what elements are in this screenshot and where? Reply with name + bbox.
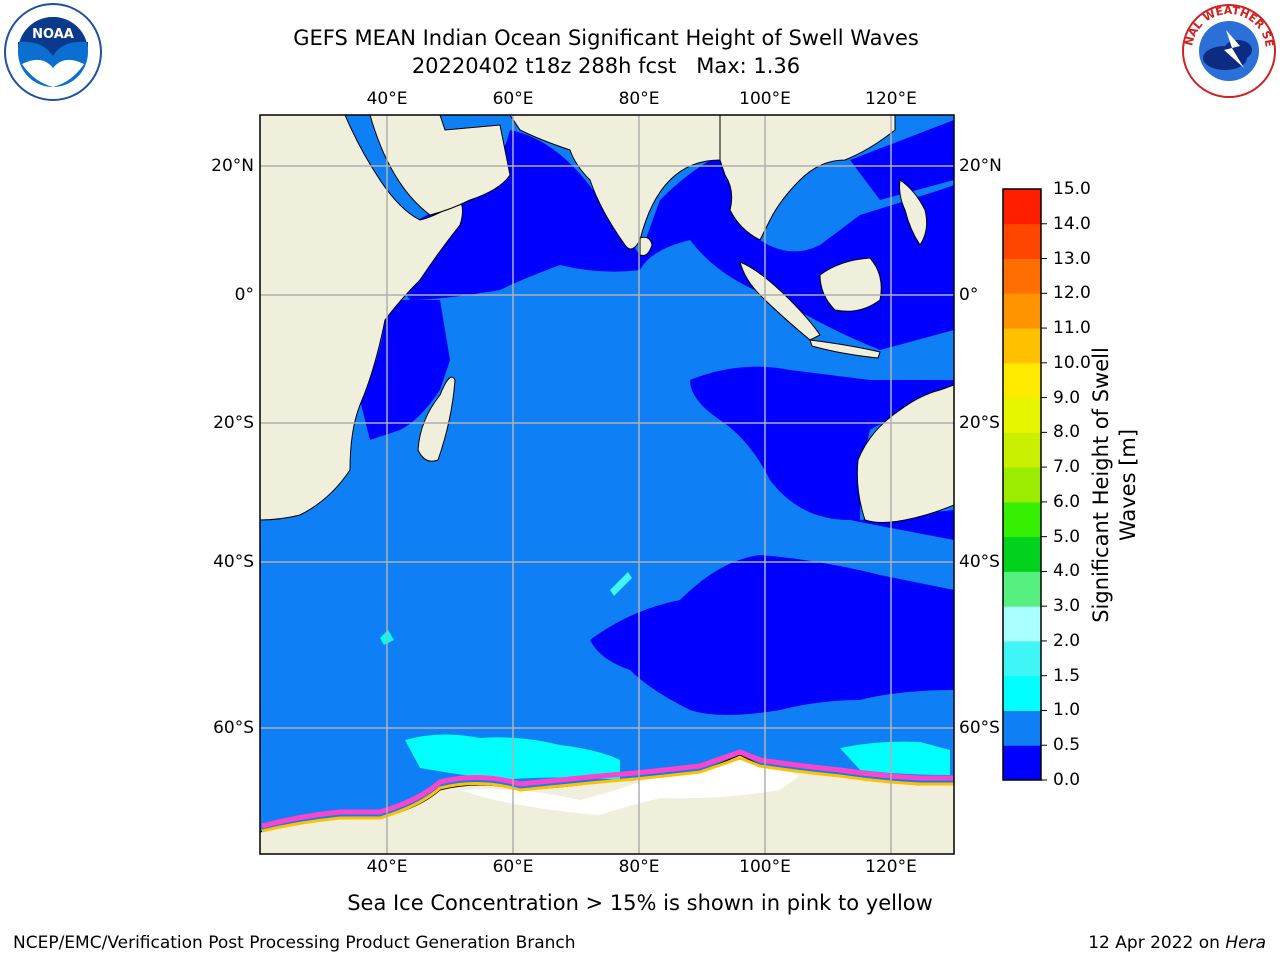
colorbar-segment	[1003, 189, 1041, 225]
colorbar-segment	[1003, 536, 1041, 572]
lon-label-bottom-80e: 80°E	[618, 857, 660, 877]
lat-label-left-0: 0°	[234, 285, 254, 305]
footer-date-text: 12 Apr 2022 on	[1088, 933, 1226, 953]
lat-label-right-20n: 20°N	[959, 156, 1002, 176]
southeast-asia-land	[719, 115, 896, 241]
lat-label-right-40s: 40°S	[959, 552, 1000, 572]
lat-label-left-20s: 20°S	[213, 413, 254, 433]
colorbar-segment	[1003, 501, 1041, 538]
colorbar-frame	[1002, 188, 1042, 781]
colorbar-tick-label: 11.0	[1053, 318, 1091, 339]
colorbar-label-line1: Significant Height of Swell	[1089, 347, 1113, 623]
lon-label-top-100e: 100°E	[739, 89, 791, 109]
colorbar-tick-label: 2.0	[1053, 630, 1081, 651]
national-weather-service-logo-icon: NATIONAL WEATHER SERVICE	[1180, 2, 1276, 98]
colorbar-tick-label: 10.0	[1053, 352, 1091, 373]
colorbar-tick-label: 13.0	[1053, 248, 1091, 269]
colorbar-segment	[1003, 710, 1041, 746]
colorbar-segment	[1003, 745, 1041, 781]
colorbar-tick-label: 5.0	[1053, 526, 1081, 547]
india-land	[509, 115, 721, 250]
lat-label-right-20s: 20°S	[959, 413, 1000, 433]
lon-label-bottom-120e: 120°E	[865, 857, 917, 877]
colorbar-label: Significant Height of Swell Waves [m]	[1088, 347, 1142, 623]
colorbar	[1003, 189, 1047, 781]
colorbar-tick-label: 7.0	[1053, 457, 1081, 478]
lon-label-bottom-40e: 40°E	[366, 857, 408, 877]
map-title: GEFS MEAN Indian Ocean Significant Heigh…	[293, 26, 919, 50]
lat-label-left-60s: 60°S	[213, 718, 254, 738]
footer-host: Hera	[1225, 933, 1266, 953]
map-frame	[259, 114, 955, 855]
colorbar-segment	[1003, 293, 1041, 329]
colorbar-tick-label: 8.0	[1053, 422, 1081, 443]
colorbar-tick-label: 1.0	[1053, 700, 1081, 721]
australia-land	[856, 384, 954, 523]
colorbar-segment	[1003, 223, 1041, 260]
noaa-logo-text: NOAA	[32, 27, 74, 42]
colorbar-tick-label: 14.0	[1053, 213, 1091, 234]
map-subtitle: 20220402 t18z 288h fcst Max: 1.36	[411, 54, 801, 78]
colorbar-tick-label: 9.0	[1053, 387, 1081, 408]
colorbar-segment	[1003, 571, 1041, 607]
colorbar-tick-label: 3.0	[1053, 596, 1081, 617]
africa-land	[260, 115, 463, 521]
lon-label-top-120e: 120°E	[865, 89, 917, 109]
lon-label-top-40e: 40°E	[366, 89, 408, 109]
sea-ice-caption: Sea Ice Concentration > 15% is shown in …	[347, 891, 933, 915]
colorbar-tick-label: 1.5	[1053, 665, 1081, 686]
sea-ice-margin	[261, 749, 954, 829]
colorbar-segment	[1003, 640, 1041, 677]
sea-ice-shelf	[460, 758, 800, 815]
lat-label-left-40s: 40°S	[213, 552, 254, 572]
colorbar-segment	[1003, 397, 1041, 433]
lon-label-top-80e: 80°E	[618, 89, 660, 109]
lon-label-top-60e: 60°E	[492, 89, 534, 109]
lon-label-bottom-100e: 100°E	[739, 857, 791, 877]
colorbar-segment	[1003, 328, 1041, 364]
colorbar-segment	[1003, 432, 1041, 468]
colorbar-segment	[1003, 606, 1041, 642]
footer-branch: NCEP/EMC/Verification Post Processing Pr…	[13, 933, 576, 953]
footer-date: 12 Apr 2022 on Hera	[1088, 933, 1266, 953]
noaa-logo-icon: NOAA	[4, 3, 102, 101]
colorbar-tick-label: 15.0	[1053, 179, 1091, 199]
colorbar-tick-label: 0.0	[1053, 770, 1081, 790]
madagascar-land	[417, 376, 456, 462]
colorbar-segment	[1003, 467, 1041, 503]
colorbar-tick-label: 0.5	[1053, 735, 1081, 756]
colorbar-tick-label: 6.0	[1053, 491, 1081, 512]
lat-label-right-60s: 60°S	[959, 718, 1000, 738]
colorbar-tick-label: 4.0	[1053, 561, 1081, 582]
colorbar-label-line2: Waves [m]	[1116, 428, 1140, 542]
graticule	[260, 115, 954, 854]
lat-label-right-0: 0°	[959, 285, 979, 305]
colorbar-segment	[1003, 258, 1041, 294]
lat-label-left-20n: 20°N	[211, 156, 254, 176]
borneo-land	[819, 257, 882, 312]
lon-label-bottom-60e: 60°E	[492, 857, 534, 877]
colorbar-segment	[1003, 362, 1041, 399]
colorbar-segment	[1003, 675, 1041, 711]
colorbar-tick-label: 12.0	[1053, 283, 1091, 304]
